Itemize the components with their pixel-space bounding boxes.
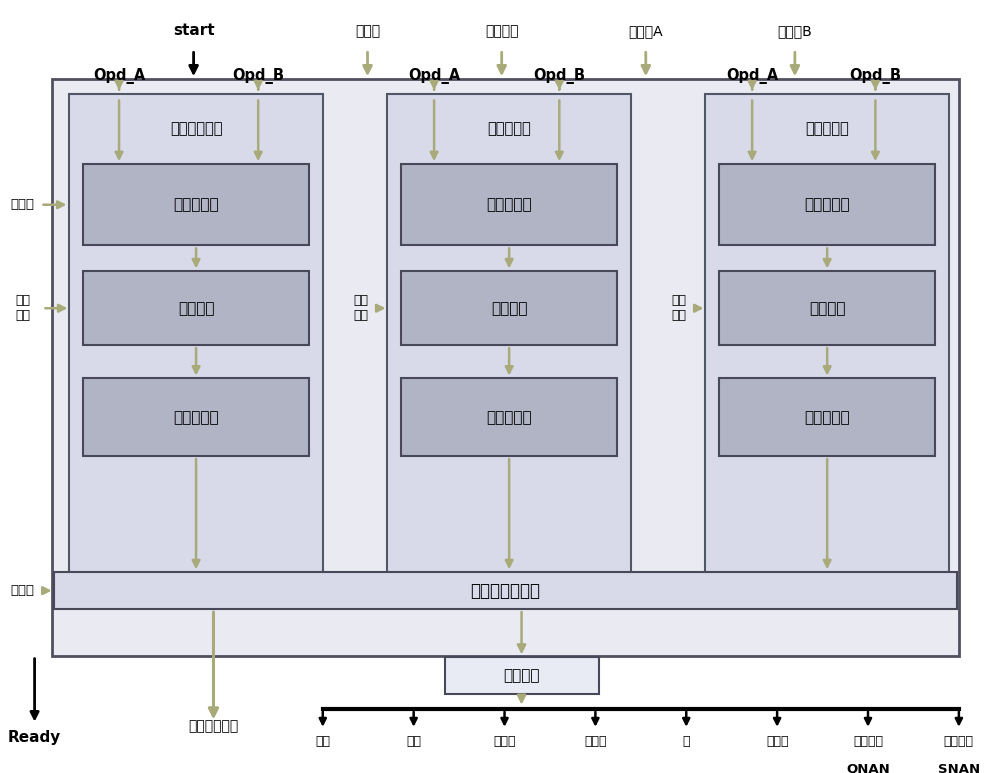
Text: 后置规格化: 后置规格化 bbox=[486, 410, 532, 425]
Text: 后置规格化: 后置规格化 bbox=[173, 410, 219, 425]
Text: 触发异常: 触发异常 bbox=[503, 668, 540, 683]
Text: 零: 零 bbox=[683, 735, 690, 747]
Text: start: start bbox=[173, 23, 214, 39]
Text: 运算核心: 运算核心 bbox=[178, 301, 214, 315]
Bar bbox=[83, 164, 309, 245]
Text: 多路输出选择器: 多路输出选择器 bbox=[471, 581, 541, 600]
Text: 运算符: 运算符 bbox=[11, 198, 35, 211]
Bar bbox=[83, 271, 309, 346]
Text: Ready: Ready bbox=[8, 730, 61, 744]
Text: QNAN: QNAN bbox=[846, 763, 890, 773]
Bar bbox=[401, 164, 617, 245]
Bar bbox=[83, 379, 309, 456]
Text: 下溢: 下溢 bbox=[406, 735, 421, 747]
Text: Opd_B: Opd_B bbox=[849, 68, 901, 84]
Bar bbox=[719, 164, 935, 245]
Text: 舍入
方式: 舍入 方式 bbox=[671, 295, 686, 322]
Bar bbox=[719, 379, 935, 456]
Text: 前置规格化: 前置规格化 bbox=[486, 197, 532, 213]
Text: 运算符: 运算符 bbox=[355, 25, 380, 39]
Text: Opd_A: Opd_A bbox=[93, 68, 145, 84]
Text: 舍入
方式: 舍入 方式 bbox=[15, 295, 30, 322]
Text: 无穷大: 无穷大 bbox=[584, 735, 607, 747]
Text: 运算核心: 运算核心 bbox=[809, 301, 845, 315]
Text: 被零除: 被零除 bbox=[493, 735, 516, 747]
Text: 非法操作: 非法操作 bbox=[853, 735, 883, 747]
Text: 溢出: 溢出 bbox=[315, 735, 330, 747]
Text: 操作数A: 操作数A bbox=[628, 25, 663, 39]
Bar bbox=[69, 94, 323, 574]
Text: 乘运算单元: 乘运算单元 bbox=[487, 121, 531, 136]
Text: SNAN: SNAN bbox=[938, 763, 980, 773]
Text: Opd_A: Opd_A bbox=[726, 68, 778, 84]
Text: 操作数B: 操作数B bbox=[777, 25, 812, 39]
Text: Opd_B: Opd_B bbox=[533, 68, 585, 84]
Text: 加减运算单元: 加减运算单元 bbox=[170, 121, 222, 136]
Text: 非法操作: 非法操作 bbox=[944, 735, 974, 747]
Text: 后置规格化: 后置规格化 bbox=[804, 410, 850, 425]
Bar bbox=[54, 572, 957, 609]
Text: 前置规格化: 前置规格化 bbox=[804, 197, 850, 213]
Text: 舍入方式: 舍入方式 bbox=[485, 25, 518, 39]
Bar bbox=[52, 79, 959, 656]
Text: 舍入
方式: 舍入 方式 bbox=[353, 295, 368, 322]
Bar bbox=[401, 379, 617, 456]
Bar bbox=[387, 94, 631, 574]
Text: 运算结果输出: 运算结果输出 bbox=[188, 720, 239, 734]
Text: 运算符: 运算符 bbox=[11, 584, 35, 598]
Bar bbox=[705, 94, 949, 574]
Text: 前置规格化: 前置规格化 bbox=[173, 197, 219, 213]
Text: 除运算单元: 除运算单元 bbox=[805, 121, 849, 136]
Bar bbox=[719, 271, 935, 346]
Text: Opd_B: Opd_B bbox=[232, 68, 284, 84]
Text: Opd_A: Opd_A bbox=[408, 68, 460, 84]
Text: 不准确: 不准确 bbox=[766, 735, 788, 747]
Bar bbox=[445, 657, 599, 694]
Bar bbox=[401, 271, 617, 346]
Text: 运算核心: 运算核心 bbox=[491, 301, 527, 315]
